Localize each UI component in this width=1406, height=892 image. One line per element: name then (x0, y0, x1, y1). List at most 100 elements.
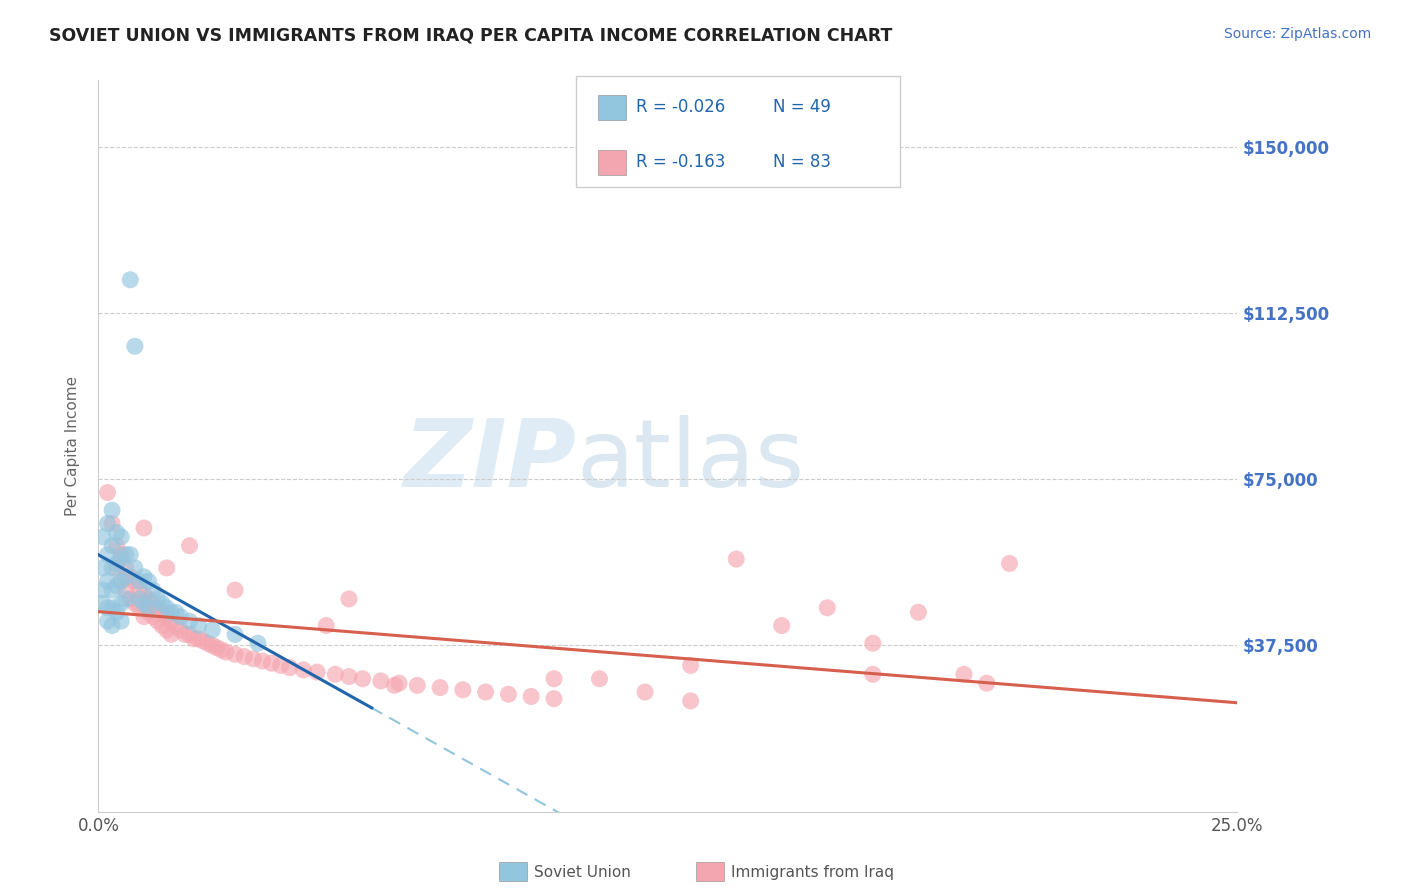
Point (142, 609, 165, 624)
Point (142, 583, 165, 598)
Point (429, 681, 451, 695)
Text: SOVIET UNION VS IMMIGRANTS FROM IRAQ PER CAPITA INCOME CORRELATION CHART: SOVIET UNION VS IMMIGRANTS FROM IRAQ PER… (49, 27, 893, 45)
Text: Source: ZipAtlas.com: Source: ZipAtlas.com (1223, 27, 1371, 41)
Point (169, 623, 191, 637)
Point (128, 600, 150, 615)
Point (205, 640, 228, 655)
Point (498, 687, 520, 701)
Point (110, 596, 132, 610)
Point (114, 561, 136, 575)
Point (679, 658, 702, 673)
Point (224, 627, 246, 641)
Point (998, 557, 1021, 571)
Point (370, 673, 392, 688)
Point (278, 660, 301, 674)
Point (770, 618, 793, 632)
Point (132, 596, 155, 610)
Point (110, 552, 132, 566)
Point (160, 627, 183, 641)
Point (138, 600, 160, 615)
Point (260, 657, 283, 671)
Point (96, 485, 118, 500)
Point (110, 530, 132, 544)
Point (156, 609, 179, 624)
Point (160, 605, 183, 619)
Point (156, 561, 179, 575)
Point (179, 614, 201, 628)
Text: N = 83: N = 83 (773, 153, 831, 171)
Point (179, 539, 201, 553)
Point (215, 645, 238, 659)
Y-axis label: Per Capita Income: Per Capita Income (65, 376, 80, 516)
Point (520, 690, 543, 704)
Point (165, 605, 187, 619)
Point (270, 658, 292, 673)
Text: N = 49: N = 49 (773, 98, 831, 116)
Point (156, 623, 179, 637)
Point (976, 676, 998, 690)
Point (132, 570, 155, 584)
Text: R = -0.026: R = -0.026 (636, 98, 724, 116)
Point (110, 548, 132, 562)
Point (146, 600, 169, 615)
Point (124, 574, 146, 589)
Point (292, 663, 315, 677)
Text: atlas: atlas (576, 415, 806, 507)
Point (110, 574, 132, 589)
Point (252, 654, 274, 668)
Point (201, 639, 224, 653)
Point (124, 596, 146, 610)
Point (96, 574, 118, 589)
Point (634, 685, 657, 699)
Point (120, 548, 142, 562)
Point (246, 636, 269, 650)
Point (101, 583, 124, 598)
Point (96, 600, 118, 615)
Point (101, 516, 124, 531)
Point (114, 548, 136, 562)
Point (187, 618, 209, 632)
Point (233, 649, 256, 664)
Point (165, 618, 187, 632)
Point (91, 530, 114, 544)
Point (588, 672, 610, 686)
Point (101, 503, 124, 517)
Point (156, 600, 179, 615)
Point (120, 591, 142, 606)
Point (474, 685, 496, 699)
Point (132, 521, 155, 535)
Point (91, 561, 114, 575)
Point (114, 591, 136, 606)
Point (224, 648, 246, 662)
Point (388, 676, 411, 690)
Point (132, 596, 155, 610)
Point (105, 557, 128, 571)
Point (174, 627, 197, 641)
Point (543, 672, 565, 686)
Point (91, 596, 114, 610)
Point (91, 583, 114, 598)
Point (128, 574, 150, 589)
Point (132, 609, 155, 624)
Point (679, 694, 702, 708)
Point (197, 636, 219, 650)
Point (128, 591, 150, 606)
Point (179, 627, 201, 641)
Point (114, 583, 136, 598)
Point (120, 570, 142, 584)
Text: Soviet Union: Soviet Union (534, 865, 631, 880)
Point (124, 339, 146, 353)
Point (242, 652, 264, 666)
Point (105, 525, 128, 540)
Point (953, 667, 976, 681)
Point (907, 605, 929, 619)
Point (193, 634, 215, 648)
Point (105, 539, 128, 553)
Point (101, 539, 124, 553)
Point (101, 618, 124, 632)
Point (323, 667, 346, 681)
Point (124, 561, 146, 575)
Point (451, 682, 474, 697)
Point (337, 591, 360, 606)
Point (142, 596, 165, 610)
